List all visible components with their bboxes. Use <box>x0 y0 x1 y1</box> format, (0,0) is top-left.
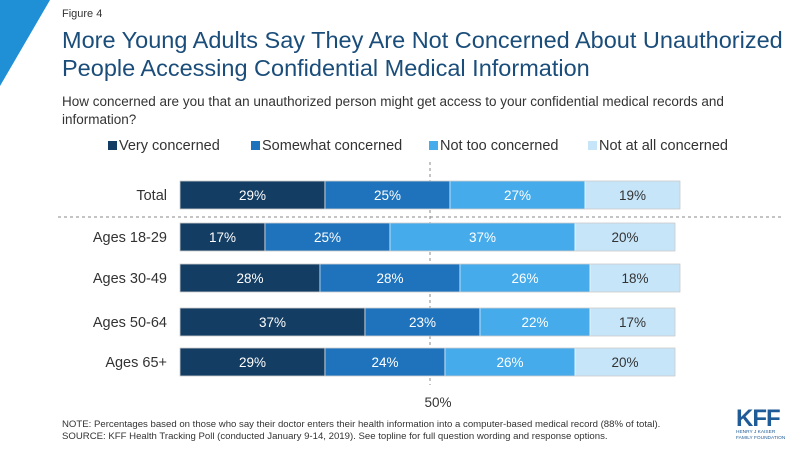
bar-segment <box>264 222 391 252</box>
data-label: 24% <box>371 355 398 370</box>
legend-entry: Somewhat concerned <box>262 138 402 154</box>
data-label: 17% <box>209 230 236 245</box>
bar-segment <box>444 347 576 377</box>
legend-swatch <box>108 141 117 150</box>
logo-line-2: FAMILY FOUNDATION <box>736 435 786 441</box>
chart-subtitle: How concerned are you that an unauthoriz… <box>62 94 724 127</box>
category-label: Ages 30-49 <box>93 271 167 287</box>
data-label: 20% <box>611 355 638 370</box>
corner-accent <box>0 0 50 86</box>
footnote: NOTE: Percentages based on those who say… <box>62 419 660 442</box>
data-label: 19% <box>619 188 646 203</box>
bar-segment <box>584 180 681 210</box>
data-label: 25% <box>374 188 401 203</box>
legend-entry: Very concerned <box>119 138 220 154</box>
data-label: 17% <box>619 315 646 330</box>
category-label: Total <box>136 188 167 204</box>
data-label: 28% <box>236 271 263 286</box>
data-label: 37% <box>469 230 496 245</box>
bar-segment <box>449 180 586 210</box>
data-label: 22% <box>521 315 548 330</box>
data-label: 18% <box>621 271 648 286</box>
data-label: 20% <box>611 230 638 245</box>
legend-entry: Not at all concerned <box>599 138 728 154</box>
kff-logo: KFF HENRY J KAISER FAMILY FOUNDATION <box>736 405 786 441</box>
data-label: 29% <box>239 355 266 370</box>
bar-outline <box>179 222 676 252</box>
bar-outline <box>179 180 681 210</box>
legend-swatch <box>429 141 438 150</box>
category-label: Ages 50-64 <box>93 315 167 331</box>
data-label: 25% <box>314 230 341 245</box>
legend-swatch <box>251 141 260 150</box>
data-label: 23% <box>409 315 436 330</box>
figure-label: Figure 4 <box>62 8 103 20</box>
data-label: 26% <box>496 355 523 370</box>
bar-segment <box>574 347 676 377</box>
bar-segment <box>364 307 481 337</box>
bar-outline <box>179 347 676 377</box>
legend-swatch <box>588 141 597 150</box>
legend-entry: Not too concerned <box>440 138 559 154</box>
bar-outline <box>179 307 676 337</box>
data-label: 37% <box>259 315 286 330</box>
footnote-note: NOTE: Percentages based on those who say… <box>62 419 661 430</box>
data-label: 26% <box>511 271 538 286</box>
footnote-source: SOURCE: KFF Health Tracking Poll (conduc… <box>62 430 608 442</box>
data-label: 29% <box>239 188 266 203</box>
data-label: 27% <box>504 188 531 203</box>
bar-outline <box>179 263 681 293</box>
chart-title: More Young Adults Say They Are Not Conce… <box>62 27 783 81</box>
bar-segment <box>589 263 681 293</box>
reference-line-label: 50% <box>424 395 451 410</box>
category-label: Ages 65+ <box>105 355 167 371</box>
category-label: Ages 18-29 <box>93 230 167 246</box>
logo-line-1: HENRY J KAISER <box>736 430 776 435</box>
data-label: 28% <box>376 271 403 286</box>
logo-text: KFF <box>736 405 781 432</box>
bar-segment <box>324 347 446 377</box>
bar-segment <box>459 263 591 293</box>
